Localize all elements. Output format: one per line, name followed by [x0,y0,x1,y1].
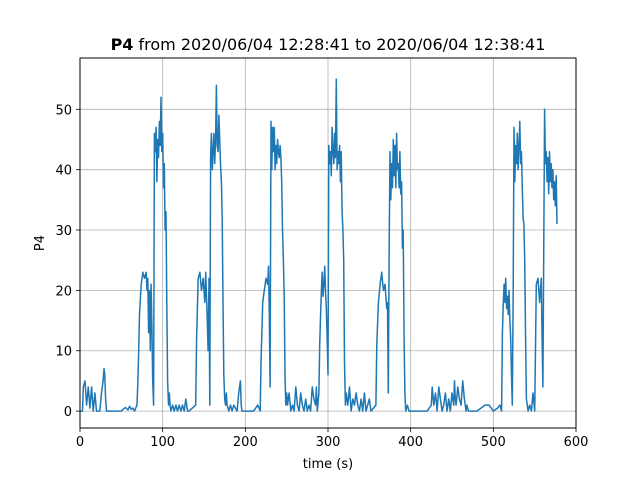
x-tick-label: 300 [316,435,341,450]
y-axis: 0 10 20 30 40 50 [55,103,80,420]
series-line-p4 [80,78,558,412]
y-tick-label: 30 [55,224,72,239]
y-tick-label: 50 [55,103,72,118]
x-tick-label: 400 [398,435,423,450]
x-axis: 0 100 200 300 400 500 600 [76,428,589,450]
y-tick-label: 0 [64,405,72,420]
x-tick-label: 0 [76,435,84,450]
y-axis-label: P4 [33,235,48,251]
x-tick-label: 200 [233,435,258,450]
x-tick-label: 600 [564,435,589,450]
plot-area [80,78,558,412]
y-tick-label: 40 [55,164,72,179]
chart-title-rest: from 2020/06/04 12:28:41 to 2020/06/04 1… [133,35,545,54]
x-axis-label: time (s) [303,457,353,472]
y-tick-label: 10 [55,345,72,360]
chart-title-bold: P4 [111,35,134,54]
x-tick-label: 500 [481,435,506,450]
x-tick-label: 100 [150,435,175,450]
chart-title: P4 from 2020/06/04 12:28:41 to 2020/06/0… [111,35,546,54]
y-tick-label: 20 [55,284,72,299]
